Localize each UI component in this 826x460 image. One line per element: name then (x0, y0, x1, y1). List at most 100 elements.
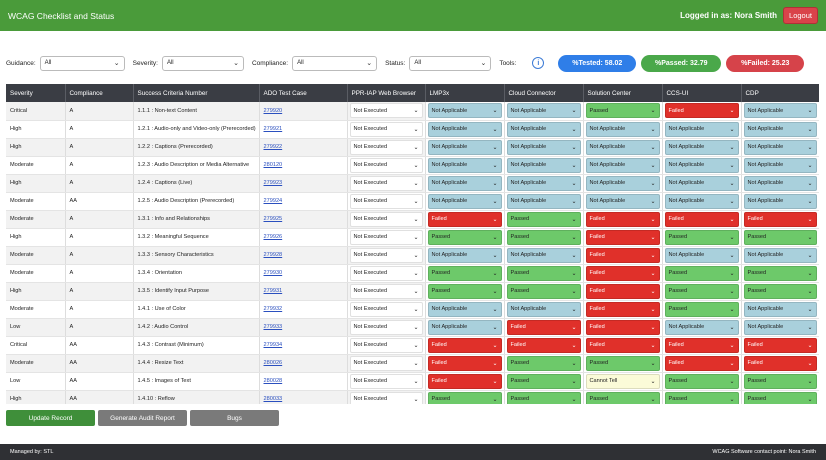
ppr-status-select[interactable]: Not Executed ⌄ (349, 373, 423, 389)
cdp-status-select[interactable]: Passed ⌄ (743, 373, 817, 389)
solution-center-status-select[interactable]: Passed ⌄ (585, 103, 660, 119)
cloud-connector-status-select[interactable]: Not Applicable ⌄ (506, 103, 581, 119)
ado-test-case-link[interactable]: 279932 (263, 306, 283, 312)
ccs-ui-status-select[interactable]: Passed ⌄ (664, 265, 739, 281)
solution-center-status-select[interactable]: Not Applicable ⌄ (585, 121, 660, 137)
cdp-status-select[interactable]: Passed ⌄ (743, 283, 817, 299)
ado-test-case-link[interactable]: 279923 (263, 180, 283, 186)
ccs-ui-status-select[interactable]: Not Applicable ⌄ (664, 319, 739, 335)
cdp-status-select[interactable]: Passed ⌄ (743, 229, 817, 245)
cdp-status-select[interactable]: Passed ⌄ (743, 391, 817, 404)
cdp-status-select[interactable]: Failed ⌄ (743, 355, 817, 371)
ppr-status-select[interactable]: Not Executed ⌄ (349, 265, 423, 281)
cdp-status-select[interactable]: Not Applicable ⌄ (743, 247, 817, 263)
solution-center-status-select[interactable]: Failed ⌄ (585, 337, 660, 353)
cdp-status-select[interactable]: Not Applicable ⌄ (743, 139, 817, 155)
lmp3x-status-select[interactable]: Not Applicable ⌄ (427, 157, 502, 173)
lmp3x-status-select[interactable]: Not Applicable ⌄ (427, 247, 502, 263)
solution-center-status-select[interactable]: Passed ⌄ (585, 355, 660, 371)
cloud-connector-status-select[interactable]: Not Applicable ⌄ (506, 139, 581, 155)
ppr-status-select[interactable]: Not Executed ⌄ (349, 211, 423, 227)
ppr-status-select[interactable]: Not Executed ⌄ (349, 193, 423, 209)
col-header-ccs-ui[interactable]: CCS-UI (662, 84, 742, 102)
cdp-status-select[interactable]: Not Applicable ⌄ (743, 175, 817, 191)
lmp3x-status-select[interactable]: Not Applicable ⌄ (427, 121, 502, 137)
wcag-table-container[interactable]: Severity Compliance Success Criteria Num… (6, 84, 819, 404)
ccs-ui-status-select[interactable]: Not Applicable ⌄ (664, 247, 739, 263)
ppr-status-select[interactable]: Not Executed ⌄ (349, 337, 423, 353)
ppr-status-select[interactable]: Not Executed ⌄ (349, 283, 423, 299)
col-header-cloud-connector[interactable]: Cloud Connector (504, 84, 584, 102)
ppr-status-select[interactable]: Not Executed ⌄ (349, 301, 423, 317)
solution-center-status-select[interactable]: Failed ⌄ (585, 301, 660, 317)
col-header-severity[interactable]: Severity (6, 84, 66, 102)
ppr-status-select[interactable]: Not Executed ⌄ (349, 247, 423, 263)
ado-test-case-link[interactable]: 279931 (263, 288, 283, 294)
bugs-button[interactable]: Bugs (190, 410, 279, 426)
solution-center-status-select[interactable]: Failed ⌄ (585, 247, 660, 263)
lmp3x-status-select[interactable]: Not Applicable ⌄ (427, 103, 502, 119)
lmp3x-status-select[interactable]: Not Applicable ⌄ (427, 301, 502, 317)
logout-button[interactable]: Logout (783, 7, 818, 24)
cloud-connector-status-select[interactable]: Passed ⌄ (506, 283, 581, 299)
generate-audit-report-button[interactable]: Generate Audit Report (98, 410, 187, 426)
cloud-connector-status-select[interactable]: Not Applicable ⌄ (506, 121, 581, 137)
lmp3x-status-select[interactable]: Not Applicable ⌄ (427, 193, 502, 209)
ccs-ui-status-select[interactable]: Failed ⌄ (664, 211, 739, 227)
cloud-connector-status-select[interactable]: Not Applicable ⌄ (506, 175, 581, 191)
cloud-connector-status-select[interactable]: Not Applicable ⌄ (506, 301, 581, 317)
ppr-status-select[interactable]: Not Executed ⌄ (349, 319, 423, 335)
cloud-connector-status-select[interactable]: Not Applicable ⌄ (506, 157, 581, 173)
ccs-ui-status-select[interactable]: Not Applicable ⌄ (664, 175, 739, 191)
solution-center-status-select[interactable]: Not Applicable ⌄ (585, 157, 660, 173)
ccs-ui-status-select[interactable]: Not Applicable ⌄ (664, 121, 739, 137)
ccs-ui-status-select[interactable]: Not Applicable ⌄ (664, 193, 739, 209)
solution-center-status-select[interactable]: Not Applicable ⌄ (585, 175, 660, 191)
cloud-connector-status-select[interactable]: Not Applicable ⌄ (506, 193, 581, 209)
cdp-status-select[interactable]: Failed ⌄ (743, 337, 817, 353)
lmp3x-status-select[interactable]: Not Applicable ⌄ (427, 319, 502, 335)
solution-center-status-select[interactable]: Cannot Tell ⌄ (585, 373, 660, 389)
ccs-ui-status-select[interactable]: Not Applicable ⌄ (664, 157, 739, 173)
ccs-ui-status-select[interactable]: Passed ⌄ (664, 283, 739, 299)
ccs-ui-status-select[interactable]: Failed ⌄ (664, 103, 739, 119)
cdp-status-select[interactable]: Not Applicable ⌄ (743, 103, 817, 119)
ccs-ui-status-select[interactable]: Failed ⌄ (664, 355, 739, 371)
update-record-button[interactable]: Update Record (6, 410, 95, 426)
compliance-select[interactable]: All ⌄ (292, 55, 378, 71)
cdp-status-select[interactable]: Not Applicable ⌄ (743, 121, 817, 137)
ado-test-case-link[interactable]: 280033 (263, 396, 283, 402)
ado-test-case-link[interactable]: 280026 (263, 360, 283, 366)
lmp3x-status-select[interactable]: Not Applicable ⌄ (427, 175, 502, 191)
lmp3x-status-select[interactable]: Passed ⌄ (427, 265, 502, 281)
ado-test-case-link[interactable]: 279934 (263, 342, 283, 348)
ccs-ui-status-select[interactable]: Passed ⌄ (664, 229, 739, 245)
ado-test-case-link[interactable]: 279933 (263, 324, 283, 330)
ado-test-case-link[interactable]: 279928 (263, 252, 283, 258)
ado-test-case-link[interactable]: 280028 (263, 378, 283, 384)
lmp3x-status-select[interactable]: Passed ⌄ (427, 283, 502, 299)
col-header-cdp[interactable]: CDP (741, 84, 819, 102)
solution-center-status-select[interactable]: Failed ⌄ (585, 283, 660, 299)
lmp3x-status-select[interactable]: Failed ⌄ (427, 373, 502, 389)
col-header-ado[interactable]: ADO Test Case (259, 84, 348, 102)
cloud-connector-status-select[interactable]: Passed ⌄ (506, 373, 581, 389)
cdp-status-select[interactable]: Passed ⌄ (743, 265, 817, 281)
solution-center-status-select[interactable]: Failed ⌄ (585, 319, 660, 335)
ado-test-case-link[interactable]: 279922 (263, 144, 283, 150)
ado-test-case-link[interactable]: 279921 (263, 126, 283, 132)
lmp3x-status-select[interactable]: Passed ⌄ (427, 391, 502, 404)
ppr-status-select[interactable]: Not Executed ⌄ (349, 121, 423, 137)
lmp3x-status-select[interactable]: Failed ⌄ (427, 355, 502, 371)
ado-test-case-link[interactable]: 280120 (263, 162, 283, 168)
col-header-criteria[interactable]: Success Criteria Number (133, 84, 260, 102)
lmp3x-status-select[interactable]: Failed ⌄ (427, 211, 502, 227)
ccs-ui-status-select[interactable]: Failed ⌄ (664, 337, 739, 353)
cdp-status-select[interactable]: Failed ⌄ (743, 211, 817, 227)
cloud-connector-status-select[interactable]: Passed ⌄ (506, 355, 581, 371)
info-icon[interactable]: i (532, 57, 545, 69)
ccs-ui-status-select[interactable]: Passed ⌄ (664, 391, 739, 404)
cloud-connector-status-select[interactable]: Not Applicable ⌄ (506, 247, 581, 263)
col-header-ppr[interactable]: PPR-IAP Web Browser (347, 84, 426, 102)
lmp3x-status-select[interactable]: Passed ⌄ (427, 229, 502, 245)
